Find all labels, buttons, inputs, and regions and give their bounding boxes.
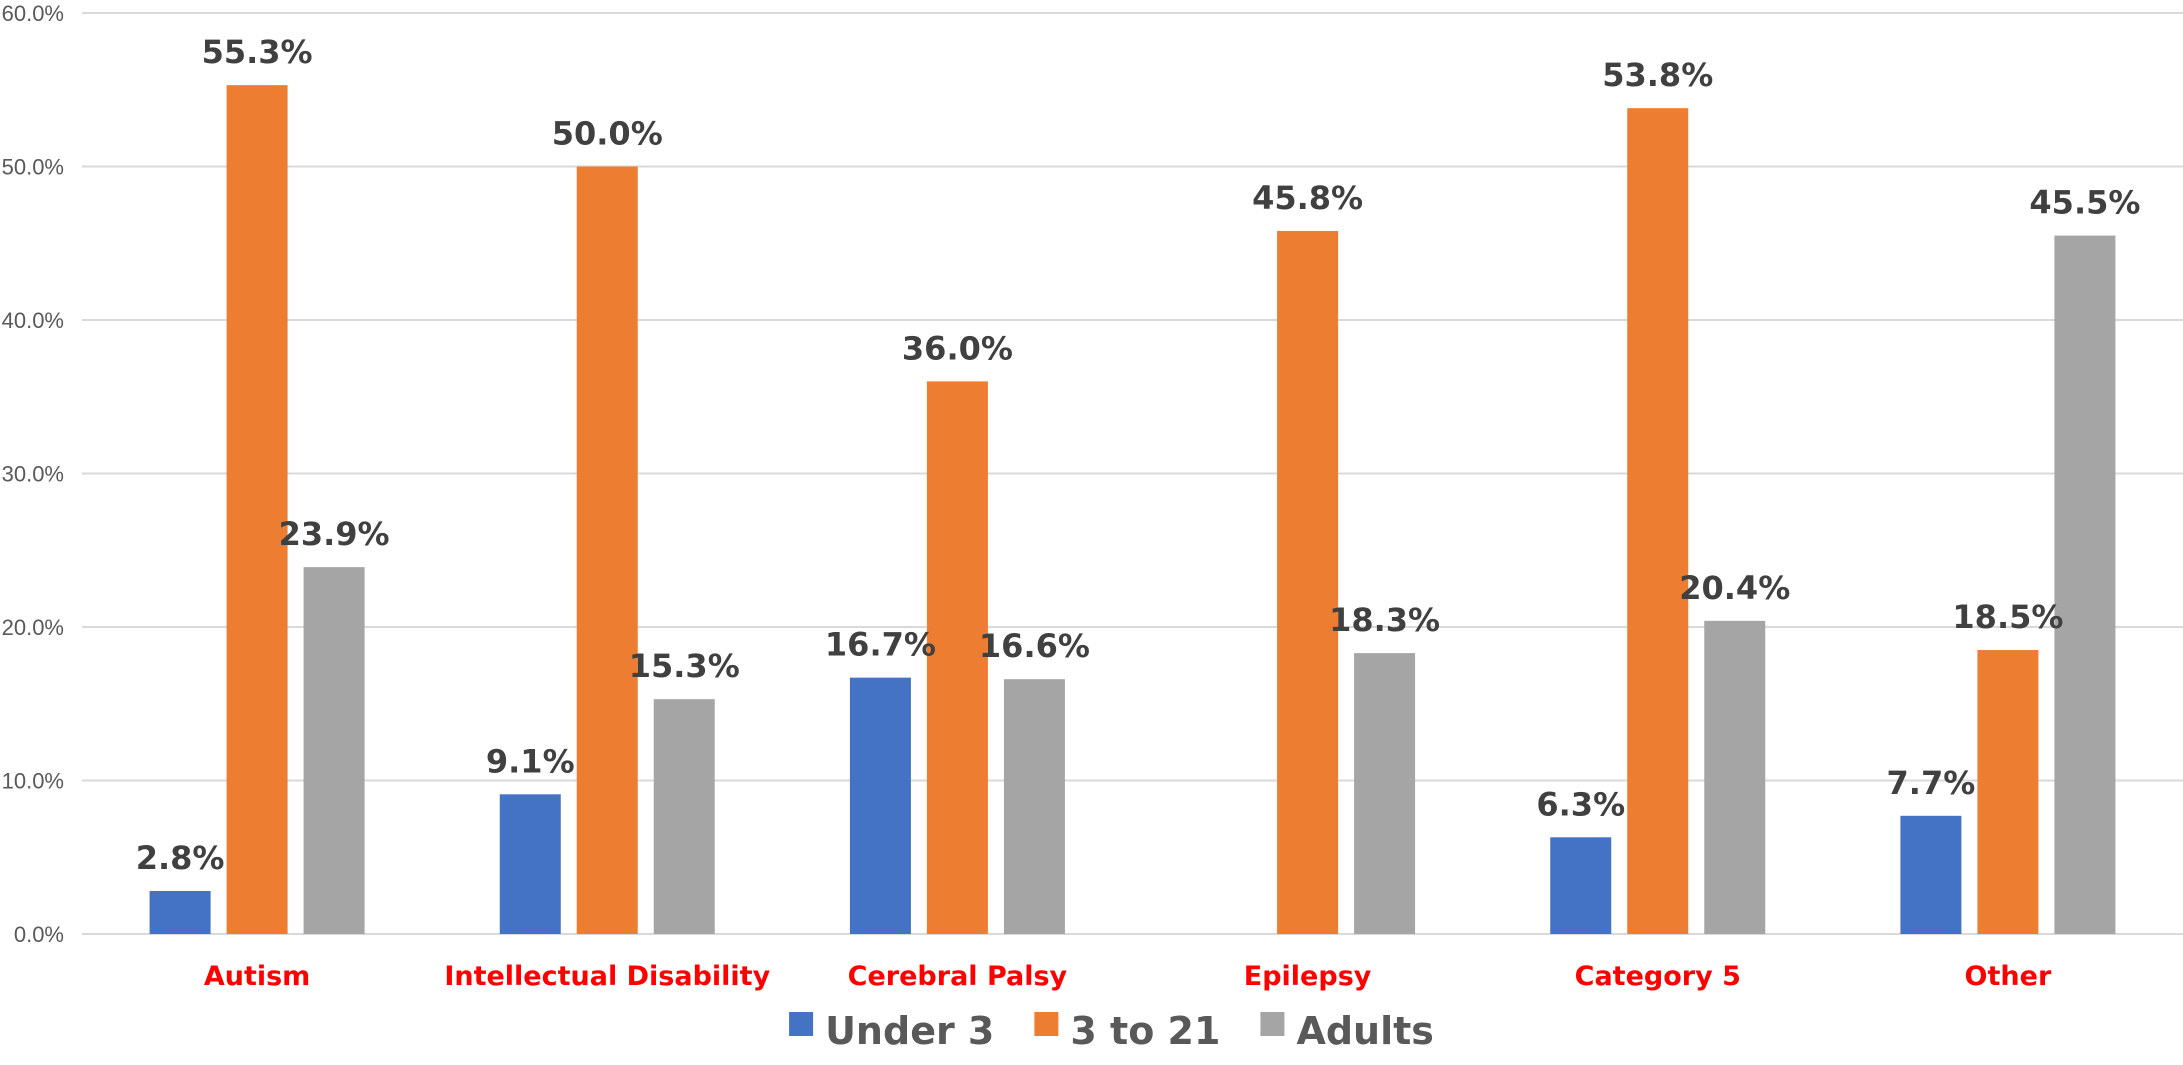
legend-item: Adults xyxy=(1260,1009,1434,1053)
bar xyxy=(1704,620,1766,934)
x-tick-label: Cerebral Palsy xyxy=(848,961,1068,992)
bars xyxy=(149,85,2116,935)
legend-label: Adults xyxy=(1296,1009,1433,1053)
legend-label: Under 3 xyxy=(825,1009,994,1053)
data-label: 16.6% xyxy=(979,627,1090,665)
data-label: 36.0% xyxy=(902,329,1013,367)
bar xyxy=(1627,108,1689,935)
y-tick-label: 30.0% xyxy=(2,462,64,487)
legend-item: Under 3 xyxy=(789,1009,994,1053)
bar xyxy=(226,85,288,934)
data-label: 18.3% xyxy=(1329,601,1440,639)
bar xyxy=(1354,653,1416,934)
data-label: 2.8% xyxy=(136,839,225,877)
legend-swatch xyxy=(1034,1012,1059,1036)
y-tick-label: 50.0% xyxy=(2,155,64,180)
data-label: 55.3% xyxy=(202,33,313,71)
bar xyxy=(1003,679,1065,934)
bar xyxy=(1977,650,2039,934)
y-axis: 0.0% 10.0% 20.0% 30.0% 40.0% 50.0% 60.0% xyxy=(2,1,64,947)
y-tick-label: 10.0% xyxy=(2,769,64,794)
bar xyxy=(926,381,988,934)
x-axis: Autism Intellectual Disability Cerebral Pa… xyxy=(204,961,2052,992)
legend: Under 3 3 to 21 Adults xyxy=(789,1009,1434,1053)
bar xyxy=(1550,837,1612,934)
legend-label: 3 to 21 xyxy=(1070,1009,1220,1053)
data-label: 53.8% xyxy=(1602,56,1713,94)
bar xyxy=(1900,815,1962,934)
x-tick-label: Other xyxy=(1965,961,2052,992)
bar xyxy=(499,794,561,934)
data-label: 20.4% xyxy=(1679,569,1790,607)
gridlines xyxy=(82,12,2183,935)
x-tick-label: Category 5 xyxy=(1575,961,1741,992)
bar xyxy=(576,166,638,934)
data-label: 18.5% xyxy=(1952,598,2063,636)
data-label: 45.5% xyxy=(2029,184,2140,222)
data-label: 23.9% xyxy=(279,515,390,553)
data-label: 7.7% xyxy=(1887,764,1976,802)
bar xyxy=(303,567,365,934)
y-tick-label: 20.0% xyxy=(2,615,64,640)
legend-swatch xyxy=(1260,1012,1285,1036)
data-label: 15.3% xyxy=(629,647,740,685)
data-label: 16.7% xyxy=(825,626,936,664)
y-tick-label: 60.0% xyxy=(2,1,64,26)
y-tick-label: 0.0% xyxy=(14,922,64,947)
bar xyxy=(149,891,211,934)
x-tick-label: Intellectual Disability xyxy=(444,961,770,992)
data-label: 6.3% xyxy=(1536,785,1625,823)
bar xyxy=(1277,230,1339,935)
legend-item: 3 to 21 xyxy=(1034,1009,1220,1053)
y-tick-label: 40.0% xyxy=(2,308,64,333)
legend-swatch xyxy=(789,1012,814,1036)
data-label: 50.0% xyxy=(552,115,663,153)
bar xyxy=(653,699,715,934)
data-label: 9.1% xyxy=(486,742,575,780)
data-label: 45.8% xyxy=(1252,179,1363,217)
x-tick-label: Autism xyxy=(204,961,310,992)
x-tick-label: Epilepsy xyxy=(1244,961,1372,992)
bar xyxy=(849,677,911,934)
bar xyxy=(2054,235,2116,934)
data-labels: 2.8% 55.3% 23.9% 9.1% 50.0% 15.3% 16.7% 36.0% 16… xyxy=(136,33,2141,877)
